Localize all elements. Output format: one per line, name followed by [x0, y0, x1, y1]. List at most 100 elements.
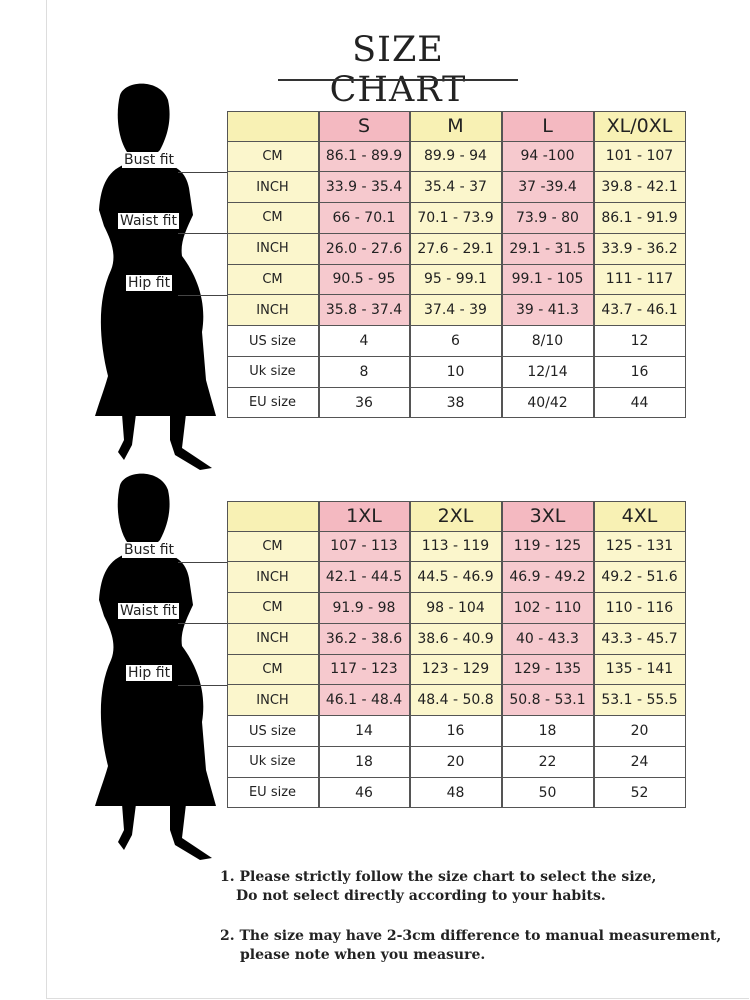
size-cell: 91.9 - 98 [318, 592, 410, 624]
size-header: 2XL [409, 500, 502, 532]
size-cell: 86.1 - 91.9 [593, 202, 686, 234]
size-header: S [318, 110, 410, 142]
size-cell: 33.9 - 35.4 [318, 171, 410, 204]
size-cell: 36 [318, 386, 410, 419]
size-cell: 12/14 [501, 355, 594, 388]
size-cell: 24 [593, 745, 686, 778]
size-cell: 42.1 - 44.5 [318, 561, 410, 594]
size-cell: 107 - 113 [318, 530, 410, 563]
measure-line [178, 171, 227, 173]
row-label: CM [226, 202, 319, 234]
size-cell: 20 [593, 715, 686, 747]
size-cell: 89.9 - 94 [409, 140, 502, 173]
size-cell: 40 - 43.3 [501, 622, 594, 655]
size-cell: 98 - 104 [409, 592, 502, 624]
size-cell: 94 -100 [501, 140, 594, 173]
note: 2. The size may have 2-3cm difference to… [220, 928, 722, 944]
size-cell: 37 -39.4 [501, 171, 594, 204]
size-cell: 43.3 - 45.7 [593, 622, 686, 655]
measure-line [178, 684, 227, 686]
size-cell: 113 - 119 [409, 530, 502, 563]
size-cell: 73.9 - 80 [501, 202, 594, 234]
size-header: XL/0XL [593, 110, 686, 142]
row-label: US size [226, 325, 319, 357]
size-cell: 50 [501, 776, 594, 809]
row-label: Uk size [226, 745, 319, 778]
row-label: CM [226, 140, 319, 173]
size-cell: 16 [409, 715, 502, 747]
body-label: Hip fit [126, 274, 173, 291]
size-cell: 12 [593, 325, 686, 357]
size-cell: 52 [593, 776, 686, 809]
body-label: Bust fit [122, 151, 177, 168]
size-cell: 46.9 - 49.2 [501, 561, 594, 594]
row-label: INCH [226, 294, 319, 327]
size-cell: 10 [409, 355, 502, 388]
row-label: CM [226, 530, 319, 563]
measure-line [178, 294, 227, 296]
size-cell: 95 - 99.1 [409, 263, 502, 296]
size-cell: 99.1 - 105 [501, 263, 594, 296]
size-cell: 86.1 - 89.9 [318, 140, 410, 173]
size-header: 3XL [501, 500, 594, 532]
size-cell: 18 [501, 715, 594, 747]
size-cell: 48.4 - 50.8 [409, 684, 502, 717]
row-label: CM [226, 653, 319, 686]
body-label: Waist fit [118, 603, 179, 620]
header-corner [226, 110, 319, 142]
row-label: INCH [226, 232, 319, 265]
size-cell: 22 [501, 745, 594, 778]
size-cell: 36.2 - 38.6 [318, 622, 410, 655]
size-cell: 49.2 - 51.6 [593, 561, 686, 594]
title-underline [278, 79, 518, 81]
row-label: INCH [226, 561, 319, 594]
size-cell: 70.1 - 73.9 [409, 202, 502, 234]
header-corner [226, 500, 319, 532]
row-label: INCH [226, 171, 319, 204]
size-cell: 16 [593, 355, 686, 388]
size-header: 1XL [318, 500, 410, 532]
size-cell: 29.1 - 31.5 [501, 232, 594, 265]
frame [46, 0, 749, 999]
note: Do not select directly according to your… [236, 888, 606, 904]
size-cell: 101 - 107 [593, 140, 686, 173]
size-cell: 48 [409, 776, 502, 809]
row-label: CM [226, 592, 319, 624]
size-cell: 8 [318, 355, 410, 388]
size-cell: 46.1 - 48.4 [318, 684, 410, 717]
size-cell: 8/10 [501, 325, 594, 357]
size-cell: 18 [318, 745, 410, 778]
size-cell: 6 [409, 325, 502, 357]
row-label: INCH [226, 622, 319, 655]
row-label: INCH [226, 684, 319, 717]
size-cell: 37.4 - 39 [409, 294, 502, 327]
silhouettes [95, 83, 216, 860]
measure-line [178, 233, 227, 235]
note: 1. Please strictly follow the size chart… [220, 869, 657, 885]
size-cell: 14 [318, 715, 410, 747]
size-cell: 38 [409, 386, 502, 419]
size-cell: 46 [318, 776, 410, 809]
row-label: CM [226, 263, 319, 296]
size-cell: 38.6 - 40.9 [409, 622, 502, 655]
size-cell: 4 [318, 325, 410, 357]
size-cell: 27.6 - 29.1 [409, 232, 502, 265]
size-cell: 119 - 125 [501, 530, 594, 563]
row-label: Uk size [226, 355, 319, 388]
size-cell: 53.1 - 55.5 [593, 684, 686, 717]
title: SIZE CHART [329, 30, 467, 110]
size-cell: 20 [409, 745, 502, 778]
note: please note when you measure. [240, 947, 486, 963]
body-label: Waist fit [118, 213, 179, 230]
size-header: M [409, 110, 502, 142]
row-label: EU size [226, 776, 319, 809]
size-cell: 40/42 [501, 386, 594, 419]
size-cell: 44 [593, 386, 686, 419]
size-cell: 39.8 - 42.1 [593, 171, 686, 204]
row-label: EU size [226, 386, 319, 419]
body-label: Bust fit [122, 541, 177, 558]
size-header: 4XL [593, 500, 686, 532]
size-header: L [501, 110, 594, 142]
size-cell: 125 - 131 [593, 530, 686, 563]
